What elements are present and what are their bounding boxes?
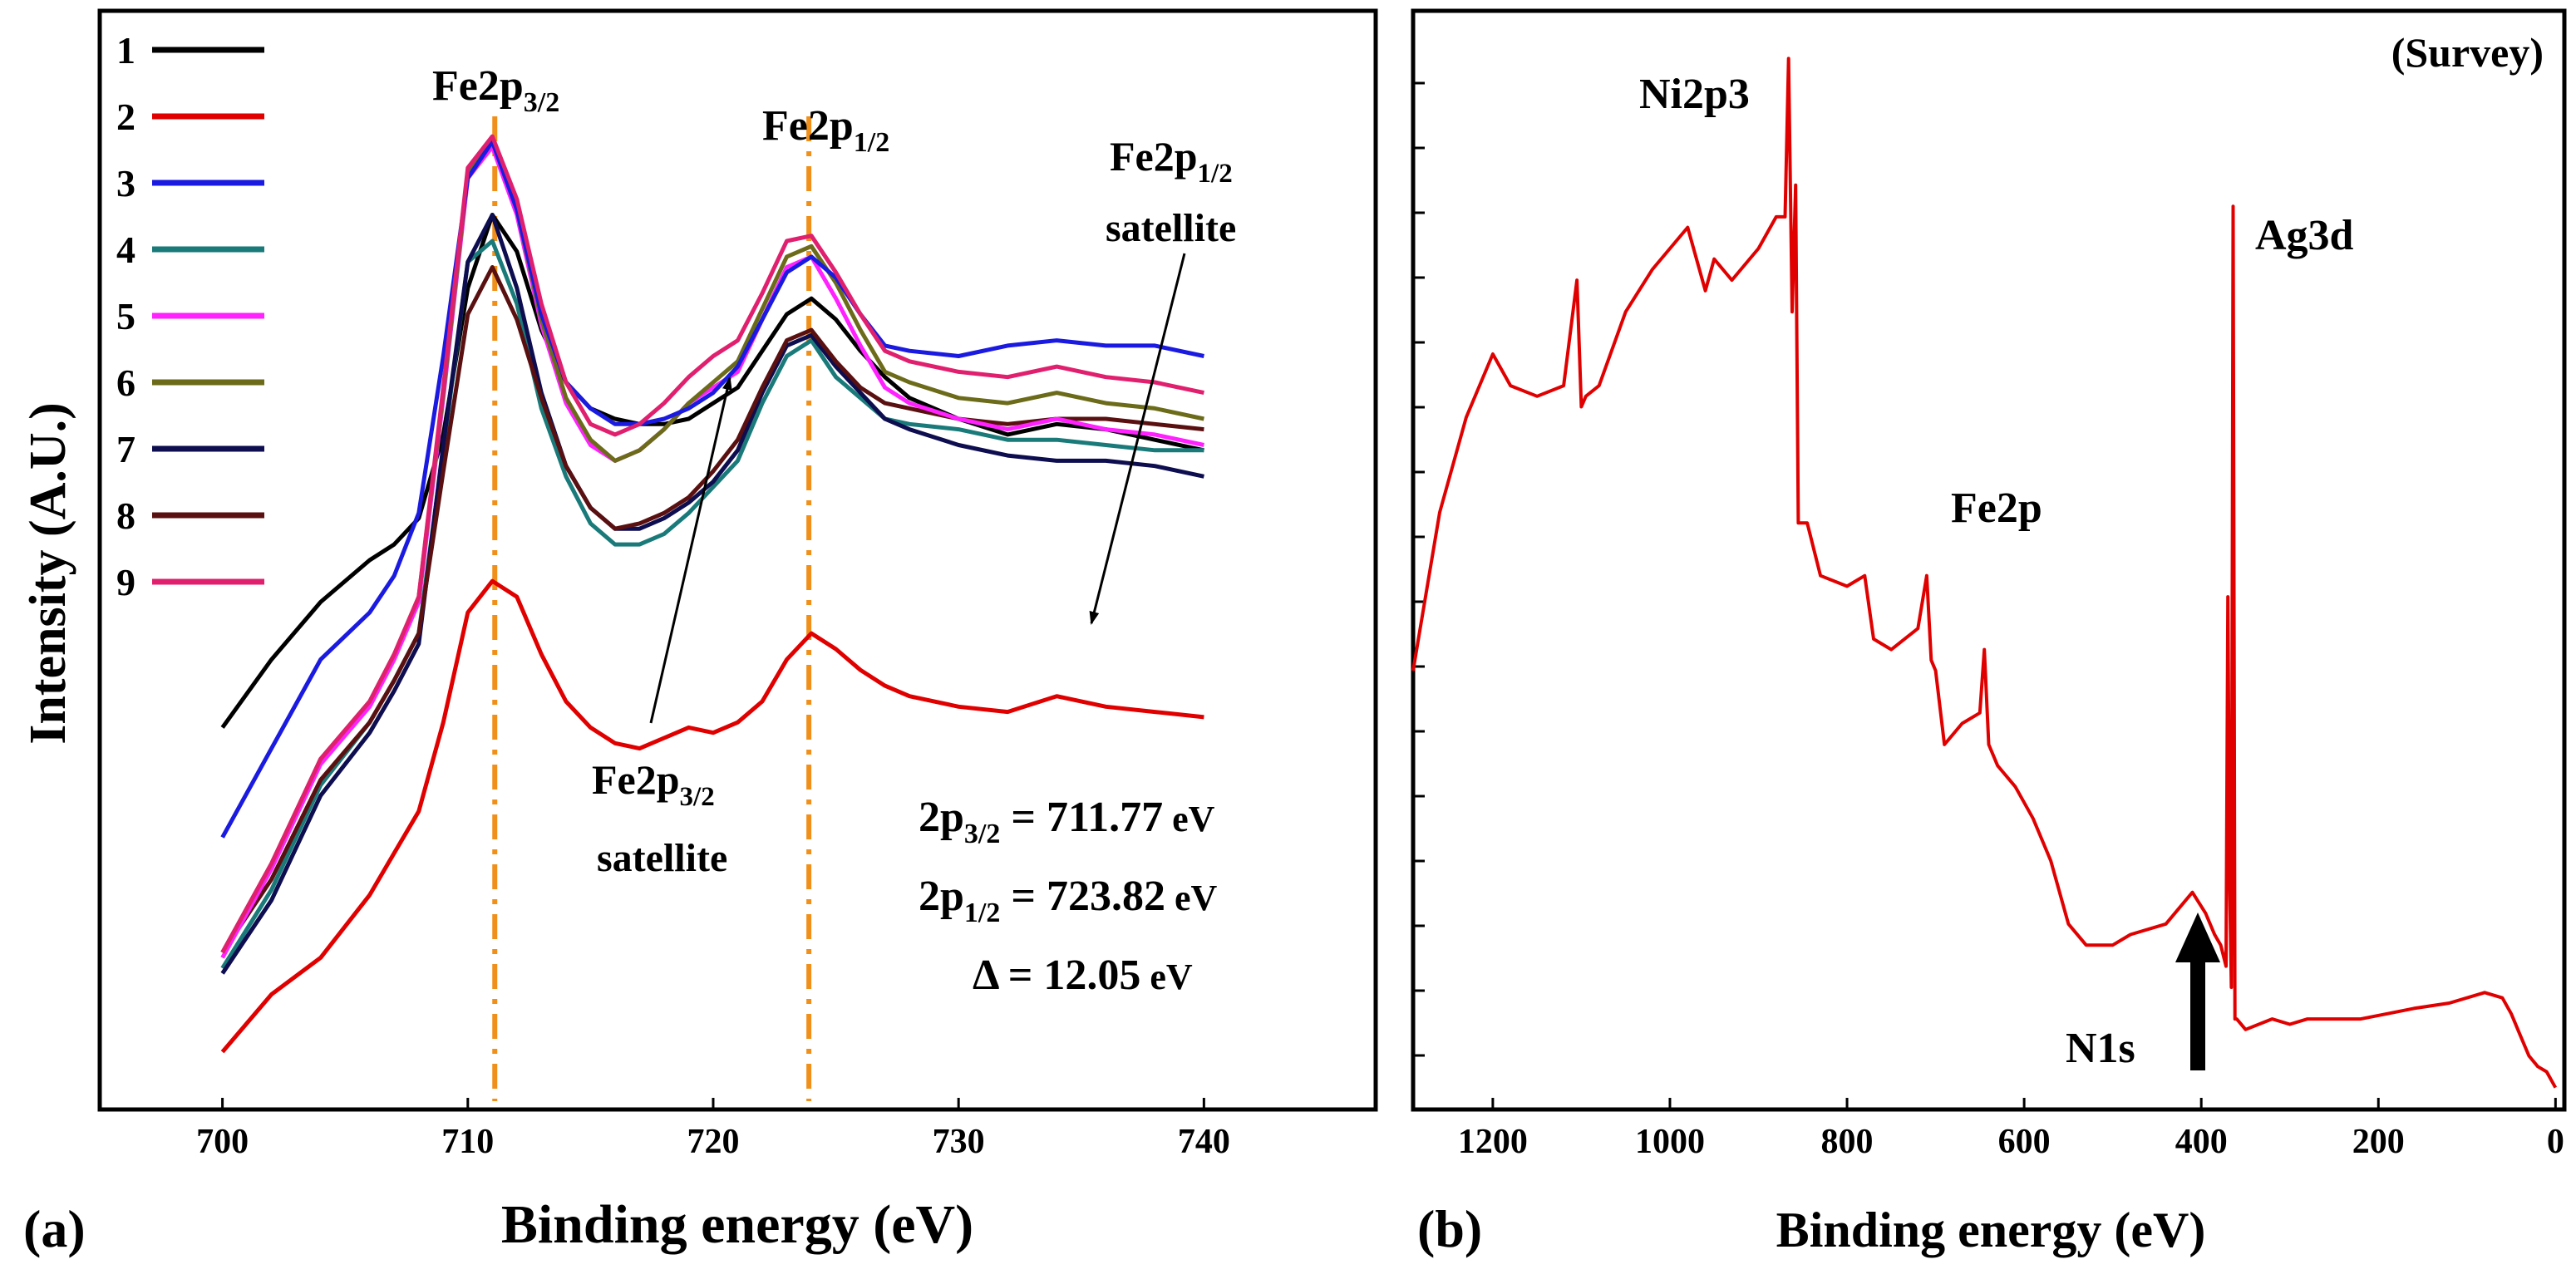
- panel-a-chart: 700 710 720 730 740 1 2 3 4 5 6 7 8 9 Intensity (A.U…: [20, 8, 1378, 1258]
- panel-b-x-tick-label: 400: [2175, 1123, 2228, 1161]
- legend-label-1: 1: [116, 29, 135, 71]
- label-fe2p32-satellite-line2: satellite: [597, 836, 727, 880]
- series-3-line: [220, 139, 1204, 839]
- legend-label-7: 7: [116, 428, 135, 470]
- panel-b-chart: 1200 1000 800 600 400 200 0 (Survey) Binding e…: [1411, 8, 2567, 1258]
- panel-a-legend: 1 2 3 4 5 6 7 8 9: [116, 29, 264, 603]
- panel-b-frame: [1411, 8, 2567, 1112]
- panel-a-x-tick-label: 730: [933, 1123, 985, 1161]
- arrow-n1s: [2175, 913, 2220, 1070]
- panel-b-x-tick-label: 0: [2547, 1123, 2564, 1161]
- equation-2p12: 2p1/2 = 723.82 eV: [919, 873, 1218, 928]
- label-ag3d: Ag3d: [2255, 212, 2354, 259]
- panel-b-series: [1411, 57, 2558, 1089]
- panel-a-label: (a): [23, 1199, 86, 1258]
- label-fe2p12-satellite: Fe2p1/2: [1110, 133, 1233, 189]
- survey-spectrum-line: [1411, 57, 2558, 1089]
- panel-a-x-tick-label: 710: [441, 1123, 494, 1161]
- series-2-line: [220, 578, 1204, 1054]
- label-fe2p12-satellite-line2: satellite: [1106, 206, 1236, 250]
- label-ni2p3: Ni2p3: [1639, 71, 1750, 118]
- panel-a-x-tick-label: 720: [687, 1123, 739, 1161]
- panel-b-x-tick-label: 800: [1821, 1123, 1874, 1161]
- equation-2p32: 2p3/2 = 711.77 eV: [919, 794, 1215, 849]
- arrow-fe2p12-satellite: [1089, 253, 1186, 625]
- panel-a-x-tick-label: 700: [196, 1123, 249, 1161]
- panel-a-x-tick-label: 740: [1178, 1123, 1230, 1161]
- panel-b-x-tick-label: 600: [1998, 1123, 2051, 1161]
- panel-a-frame: [97, 8, 1378, 1112]
- legend-label-3: 3: [116, 162, 135, 204]
- legend-label-2: 2: [116, 96, 135, 138]
- panel-b-x-tick-label: 1200: [1458, 1123, 1528, 1161]
- panel-b-title: (Survey): [2391, 29, 2544, 76]
- legend-label-5: 5: [116, 295, 135, 337]
- series-9-line: [220, 134, 1204, 954]
- panel-b-x-tick-label: 1000: [1635, 1123, 1705, 1161]
- label-fe2p32-satellite: Fe2p3/2: [592, 756, 715, 812]
- panel-a-reference-lines: [492, 116, 812, 1101]
- equation-delta: Δ = 12.05 eV: [973, 952, 1193, 999]
- panel-b-y-ticks: [1413, 81, 1425, 1057]
- panel-b-label: (b): [1417, 1199, 1482, 1258]
- panel-a-y-axis-label: Intensity (A.U.): [20, 402, 76, 745]
- legend-label-4: 4: [116, 229, 135, 271]
- label-n1s: N1s: [2066, 1025, 2135, 1072]
- label-fe2p-survey: Fe2p: [1951, 485, 2042, 532]
- label-fe2p12: Fe2p1/2: [762, 102, 889, 158]
- legend-label-6: 6: [116, 362, 135, 404]
- panel-b-x-ticks: 1200 1000 800 600 400 200 0: [1458, 1098, 2564, 1161]
- legend-label-9: 9: [116, 561, 135, 603]
- legend-label-8: 8: [116, 494, 135, 537]
- panel-a-x-axis-label: Binding energy (eV): [501, 1194, 973, 1255]
- panel-b-x-axis-label: Binding energy (eV): [1776, 1203, 2206, 1257]
- arrow-fe2p32-satellite: [649, 376, 732, 724]
- label-fe2p32: Fe2p3/2: [432, 62, 559, 118]
- panel-b-x-tick-label: 200: [2352, 1123, 2405, 1161]
- panel-a-series: [220, 134, 1204, 1054]
- panel-a-x-ticks: 700 710 720 730 740: [196, 1098, 1230, 1161]
